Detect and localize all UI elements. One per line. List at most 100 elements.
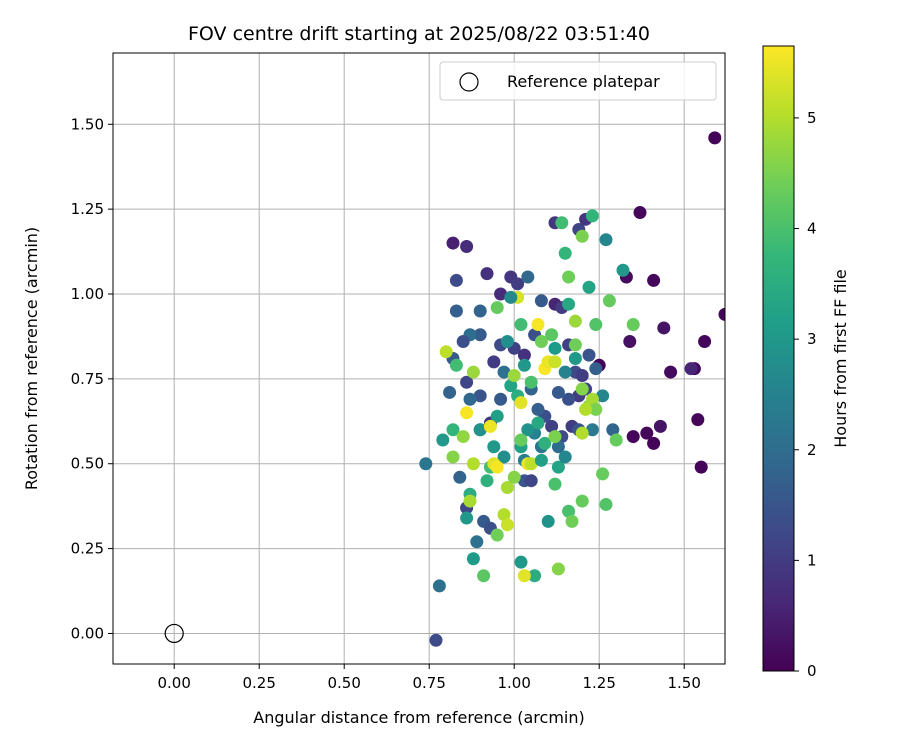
data-point <box>551 562 565 576</box>
data-point <box>531 318 545 332</box>
data-point <box>446 236 460 250</box>
data-point <box>599 233 613 247</box>
y-axis-label: Rotation from reference (arcmin) <box>22 227 41 490</box>
grid-lines <box>113 53 725 664</box>
data-point <box>626 430 640 444</box>
data-point <box>609 433 623 447</box>
data-point <box>698 335 712 349</box>
data-point <box>548 355 562 369</box>
data-point <box>528 569 542 583</box>
data-point <box>490 528 504 542</box>
data-point <box>463 494 477 508</box>
x-axis-ticks: 0.00 0.25 0.50 0.75 1.00 1.25 1.50 <box>157 664 701 692</box>
data-point <box>534 453 548 467</box>
data-point <box>555 216 569 230</box>
data-point <box>551 385 565 399</box>
data-point <box>463 392 477 406</box>
data-point <box>575 229 589 243</box>
data-point <box>575 426 589 440</box>
data-point <box>534 294 548 308</box>
data-point <box>541 514 555 528</box>
data-point <box>446 423 460 437</box>
data-point <box>432 579 446 593</box>
data-point <box>568 352 582 365</box>
data-point <box>558 450 572 464</box>
data-point <box>514 318 528 332</box>
data-point <box>514 396 528 410</box>
data-point <box>449 273 463 287</box>
legend-entry-label: Reference platepar <box>507 72 660 91</box>
data-point <box>466 365 480 379</box>
data-point <box>606 423 620 437</box>
data-point <box>551 440 565 454</box>
data-point <box>582 280 596 294</box>
data-point <box>466 552 480 566</box>
data-point <box>514 555 528 569</box>
data-point <box>531 402 545 416</box>
data-points <box>419 131 725 647</box>
data-point <box>562 392 576 406</box>
data-point <box>596 467 610 481</box>
data-point <box>585 209 599 223</box>
data-point <box>490 409 504 423</box>
data-point <box>514 433 528 447</box>
data-point <box>460 239 474 253</box>
data-point <box>507 368 521 382</box>
data-point <box>548 341 562 355</box>
legend: Reference platepar <box>439 61 717 101</box>
data-point <box>718 307 725 321</box>
x-tick-label: 0.75 <box>412 674 445 692</box>
data-point <box>500 518 514 532</box>
data-point <box>568 338 582 352</box>
data-point <box>480 267 494 281</box>
data-point <box>538 436 552 450</box>
y-tick-label: 0.50 <box>71 455 104 473</box>
data-point <box>562 504 576 518</box>
data-point <box>575 494 589 508</box>
data-point <box>589 402 603 416</box>
data-point <box>466 457 480 471</box>
data-point <box>460 375 474 389</box>
x-tick-label: 1.00 <box>497 674 530 692</box>
data-point <box>419 457 433 471</box>
data-point <box>507 470 521 484</box>
data-point <box>585 423 599 437</box>
data-point <box>657 321 671 335</box>
data-point <box>473 423 487 437</box>
data-point <box>473 304 487 318</box>
plot-background <box>113 53 725 664</box>
data-point <box>473 389 487 403</box>
plot-frame <box>112 52 726 665</box>
data-point <box>500 480 514 494</box>
y-axis-ticks: 0.00 0.25 0.50 0.75 1.00 1.25 1.50 <box>71 115 113 642</box>
data-point <box>653 419 667 433</box>
data-point <box>647 273 661 287</box>
data-point <box>497 450 511 464</box>
data-point <box>684 362 698 376</box>
data-point <box>439 345 453 359</box>
data-point <box>456 430 470 444</box>
data-point <box>490 460 504 474</box>
data-point <box>477 569 491 583</box>
data-point <box>487 355 501 369</box>
colorbar-tick-label: 3 <box>807 330 817 348</box>
data-point <box>460 406 474 420</box>
y-tick-label: 1.00 <box>71 285 104 303</box>
x-tick-label: 0.50 <box>327 674 360 692</box>
data-point <box>694 460 708 474</box>
data-point <box>548 477 562 491</box>
data-point <box>558 246 572 260</box>
x-tick-label: 1.25 <box>582 674 615 692</box>
data-point <box>647 436 661 450</box>
colorbar-tick-label: 5 <box>807 109 817 127</box>
data-point <box>585 392 599 406</box>
colorbar-ticks: 0 1 2 3 4 5 <box>794 109 817 680</box>
data-point <box>449 358 463 372</box>
x-tick-label: 0.25 <box>242 674 275 692</box>
data-point <box>443 385 457 399</box>
data-point <box>562 270 576 284</box>
data-point <box>664 365 678 379</box>
colorbar-gradient <box>762 45 795 672</box>
data-point <box>487 440 501 454</box>
data-point <box>568 314 582 328</box>
